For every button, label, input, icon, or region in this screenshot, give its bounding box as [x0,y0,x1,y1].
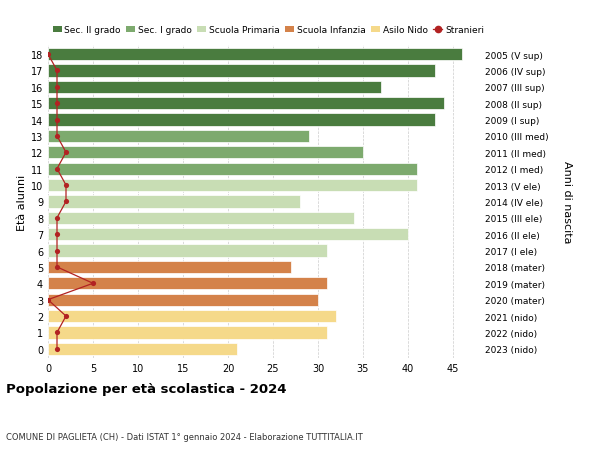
Point [52,345,62,353]
Bar [48,147,363,159]
Point [52,215,62,222]
Point [52,84,62,91]
Bar [48,326,327,339]
Bar [48,49,462,61]
Bar [48,196,300,208]
Bar [48,179,417,192]
Bar [48,229,408,241]
Bar [48,65,435,78]
Point [52,231,62,238]
Point [61,313,71,320]
Point [43,51,53,59]
Point [52,133,62,140]
Bar [48,98,444,110]
Point [88,280,98,287]
Bar [48,212,354,224]
Point [52,166,62,173]
Bar [48,245,327,257]
Bar [48,114,435,126]
Text: COMUNE DI PAGLIETA (CH) - Dati ISTAT 1° gennaio 2024 - Elaborazione TUTTITALIA.I: COMUNE DI PAGLIETA (CH) - Dati ISTAT 1° … [6,431,363,441]
Bar [48,261,291,274]
Point [52,263,62,271]
Point [43,297,53,304]
Legend: Sec. II grado, Sec. I grado, Scuola Primaria, Scuola Infanzia, Asilo Nido, Stran: Sec. II grado, Sec. I grado, Scuola Prim… [53,26,484,35]
Point [52,100,62,107]
Point [52,67,62,75]
Text: Popolazione per età scolastica - 2024: Popolazione per età scolastica - 2024 [6,382,287,395]
Bar [48,343,237,355]
Point [52,329,62,336]
Point [52,247,62,255]
Y-axis label: Anni di nascita: Anni di nascita [562,161,572,243]
Point [52,117,62,124]
Bar [48,278,327,290]
Bar [48,163,417,175]
Point [61,149,71,157]
Bar [48,294,318,306]
Point [61,182,71,189]
Point [61,198,71,206]
Y-axis label: Età alunni: Età alunni [17,174,26,230]
Bar [48,310,336,323]
Bar [48,130,309,143]
Bar [48,81,381,94]
